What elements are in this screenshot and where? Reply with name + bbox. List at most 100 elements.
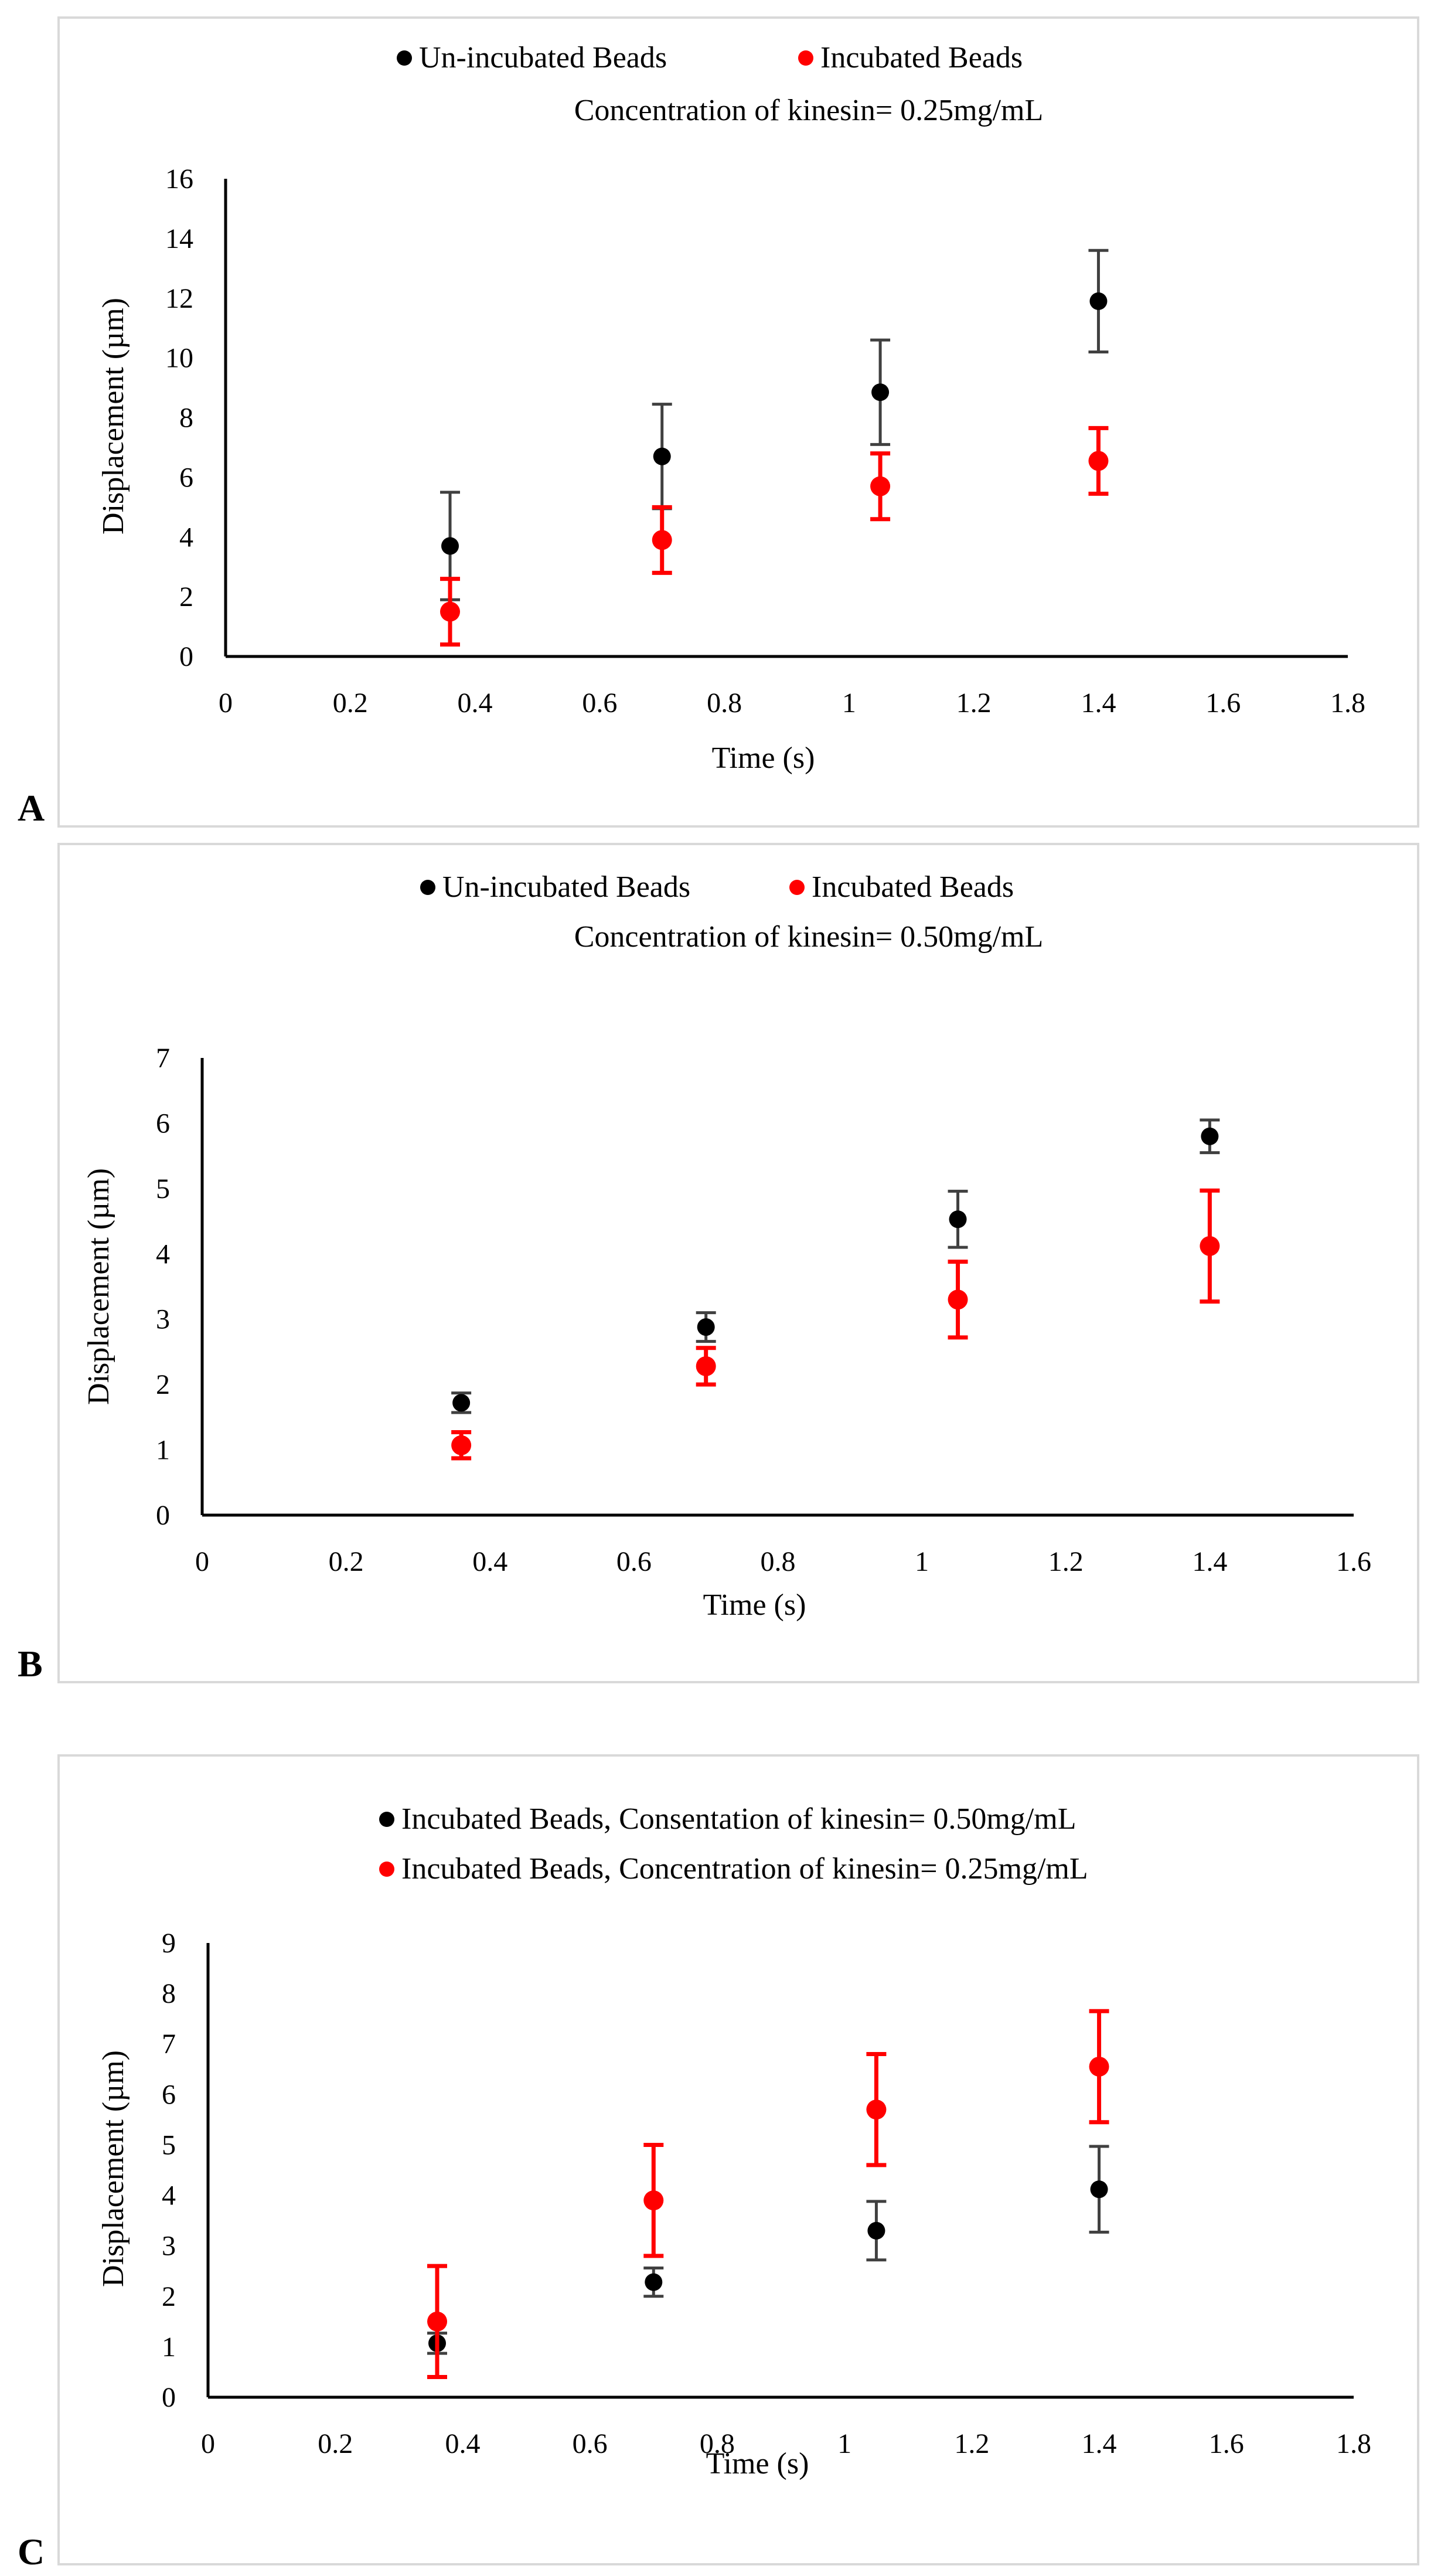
y-tick-label: 5 [162, 2129, 176, 2160]
x-tick-label: 0 [195, 1546, 209, 1577]
x-tick-label: 0.6 [573, 2428, 608, 2459]
y-tick-label: 2 [179, 581, 193, 612]
y-tick-label: 0 [162, 2382, 176, 2413]
y-tick-label: 2 [156, 1369, 170, 1400]
x-tick-label: 1.6 [1336, 1546, 1371, 1577]
data-point [948, 1289, 968, 1309]
x-tick-label: 1 [842, 688, 856, 719]
data-point [451, 1435, 471, 1455]
data-point [1089, 292, 1107, 310]
y-axis-title: Displacement (µm) [82, 1168, 115, 1405]
y-tick-label: 3 [156, 1304, 170, 1335]
data-point [652, 530, 672, 550]
y-tick-label: 16 [165, 164, 193, 195]
y-axis-title: Displacement (µm) [97, 298, 130, 535]
x-tick-label: 0.4 [458, 688, 493, 719]
x-tick-label: 1.8 [1330, 688, 1365, 719]
data-point [440, 602, 460, 622]
x-tick-label: 1.4 [1082, 2428, 1117, 2459]
x-tick-label: 1.6 [1209, 2428, 1244, 2459]
x-axis-title: Time (s) [706, 2447, 809, 2480]
legend-entry: Incubated Beads [812, 870, 1014, 904]
x-tick-label: 0.4 [472, 1546, 507, 1577]
y-tick-label: 10 [165, 343, 193, 374]
legend-marker [798, 50, 813, 66]
data-point [441, 537, 459, 555]
x-tick-label: 0.4 [445, 2428, 480, 2459]
data-point [871, 383, 889, 401]
data-point [1088, 451, 1108, 471]
legend-marker [397, 50, 412, 66]
chart-panel-a: 0 2 4 6 8 10 12 14 16 0 0.2 0.4 0.6 0.8 1 1.2 1.4 1.6 1.8 T… [18, 18, 1418, 829]
x-tick-label: 0.6 [582, 688, 617, 719]
y-tick-label: 8 [162, 1978, 176, 2009]
y-tick-label: 2 [162, 2281, 176, 2312]
x-axis-title: Time (s) [712, 741, 815, 775]
legend-marker [789, 880, 805, 895]
data-point [867, 2222, 885, 2240]
legend-marker [379, 1862, 394, 1877]
y-tick-label: 1 [156, 1435, 170, 1466]
y-tick-label: 1 [162, 2332, 176, 2363]
legend-entry: Incubated Beads, Concentration of kinesi… [401, 1852, 1088, 1886]
x-tick-label: 1.6 [1205, 688, 1241, 719]
x-tick-label: 0.2 [318, 2428, 353, 2459]
y-tick-label: 4 [179, 522, 193, 553]
data-point [1201, 1128, 1218, 1145]
x-axis-title: Time (s) [703, 1588, 806, 1622]
x-tick-label: 1.4 [1081, 688, 1116, 719]
legend-marker [379, 1812, 394, 1827]
data-point [696, 1356, 716, 1376]
data-point [1089, 2057, 1109, 2077]
data-point [653, 448, 671, 465]
x-tick-label: 1.2 [954, 2428, 989, 2459]
x-tick-label: 1.8 [1336, 2428, 1371, 2459]
y-tick-label: 7 [156, 1043, 170, 1074]
data-point [452, 1394, 470, 1411]
x-tick-label: 0.8 [707, 688, 742, 719]
legend-marker [420, 880, 435, 895]
y-tick-label: 6 [162, 2079, 176, 2110]
x-tick-label: 1.4 [1192, 1546, 1227, 1577]
panel-letter: A [18, 787, 45, 829]
x-tick-label: 0 [219, 688, 233, 719]
chart-subtitle: Concentration of kinesin= 0.25mg/mL [574, 94, 1044, 127]
legend-entry: Un-incubated Beads [442, 870, 690, 904]
y-tick-label: 12 [165, 283, 193, 314]
data-point [697, 1318, 715, 1336]
data-point [1091, 2180, 1108, 2198]
chart-panel-c: 01234567890 0.2 0.4 0.6 0.8 1 1.2 1.4 1.6 1.8Time… [18, 1755, 1418, 2572]
y-tick-label: 8 [179, 403, 193, 434]
y-tick-label: 14 [165, 223, 193, 254]
x-tick-label: 0.2 [333, 688, 368, 719]
legend-entry: Incubated Beads [820, 41, 1023, 74]
x-tick-label: 0.2 [329, 1546, 364, 1577]
legend-entry: Incubated Beads, Consentation of kinesin… [401, 1802, 1076, 1836]
data-point [643, 2190, 663, 2210]
y-axis-title: Displacement (µm) [97, 2050, 130, 2287]
x-tick-label: 1 [837, 2428, 851, 2459]
chart-panel-b: 0 1 2 3 4 5 6 7 0 0.2 0.4 0.6 0.8 1 1.2 1.4 1.6 Time (s) D… [18, 844, 1418, 1685]
data-point [1200, 1236, 1219, 1256]
y-tick-label: 4 [156, 1238, 170, 1270]
panel-letter: B [18, 1643, 43, 1685]
y-tick-label: 9 [162, 1928, 176, 1959]
y-tick-label: 7 [162, 2029, 176, 2060]
y-tick-label: 6 [156, 1108, 170, 1139]
data-point [645, 2274, 662, 2291]
chart-subtitle: Concentration of kinesin= 0.50mg/mL [574, 920, 1044, 954]
data-point [949, 1210, 967, 1228]
x-tick-label: 1.2 [1048, 1546, 1084, 1577]
y-tick-label: 6 [179, 462, 193, 493]
y-tick-label: 3 [162, 2231, 176, 2262]
x-tick-label: 1.2 [956, 688, 992, 719]
x-tick-label: 0.8 [761, 1546, 796, 1577]
panel-letter: C [18, 2531, 45, 2572]
y-tick-label: 0 [156, 1500, 170, 1531]
x-tick-label: 0.6 [616, 1546, 652, 1577]
y-tick-label: 5 [156, 1173, 170, 1204]
data-point [866, 2099, 886, 2119]
x-tick-label: 0 [201, 2428, 215, 2459]
x-tick-label: 1 [915, 1546, 929, 1577]
